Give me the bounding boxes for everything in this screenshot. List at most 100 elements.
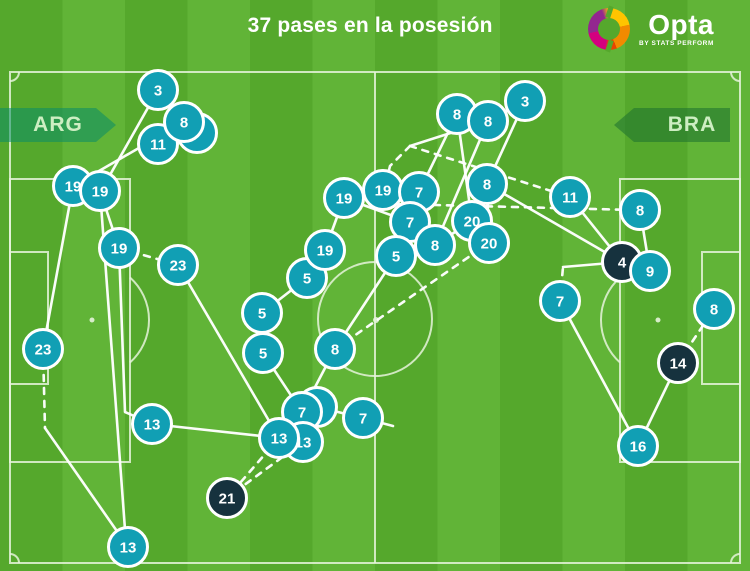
pass-line (41, 184, 75, 351)
brand-name: Opta (648, 8, 714, 40)
node-label: 3 (521, 93, 529, 110)
pitch-markings (9, 71, 741, 564)
player-node-7: 7 (539, 280, 581, 322)
player-circle (323, 177, 365, 219)
node-label: 19 (375, 182, 392, 199)
pass-line (558, 299, 640, 448)
player-node-16: 16 (617, 425, 659, 467)
player-node-23: 23 (157, 244, 199, 286)
node-label: 19 (317, 242, 334, 259)
corner-arc (730, 553, 741, 564)
node-label: 19 (92, 183, 109, 200)
player-circle (22, 328, 64, 370)
player-node-3: 3 (504, 80, 546, 122)
player-circle (375, 235, 417, 277)
node-label: 7 (406, 214, 414, 231)
node-label: 21 (219, 490, 236, 507)
player-node-8: 8 (467, 100, 509, 142)
corner-arc (9, 71, 20, 82)
node-label: 8 (431, 237, 439, 254)
pass-line (43, 426, 130, 549)
player-circle (539, 280, 581, 322)
node-label: 7 (415, 184, 423, 201)
player-node-5: 5 (241, 292, 283, 334)
node-label: 3 (154, 82, 162, 99)
player-node-7: 7 (342, 397, 384, 439)
pass-line (433, 119, 490, 247)
node-label: 19 (111, 240, 128, 257)
player-node-21: 21 (206, 477, 248, 519)
node-label: 8 (331, 341, 339, 358)
node-label: 5 (258, 305, 266, 322)
player-node-19: 19 (362, 169, 404, 211)
node-label: 23 (35, 341, 52, 358)
pass-line (150, 422, 281, 440)
pass-line (485, 182, 624, 264)
corner-arc (9, 553, 20, 564)
player-node-3: 3 (137, 69, 179, 111)
player-node-19: 19 (304, 229, 346, 271)
player-circle (131, 403, 173, 445)
player-circle (314, 328, 356, 370)
player-node-19: 19 (323, 177, 365, 219)
node-label: 20 (481, 235, 498, 252)
node-label: 8 (483, 176, 491, 193)
player-node-8: 8 (466, 163, 508, 205)
player-node-8: 8 (693, 288, 735, 330)
left-penalty-box (9, 178, 131, 463)
right-penalty-arc (599, 276, 621, 364)
player-circle (629, 250, 671, 292)
player-node-13: 13 (107, 526, 149, 568)
team-right-label: BRA (667, 113, 717, 136)
player-node-19: 19 (79, 170, 121, 212)
player-circle (657, 342, 699, 384)
carry-line (333, 241, 491, 351)
node-label: 5 (303, 270, 311, 287)
corner-arc (730, 71, 741, 82)
node-label: 19 (336, 190, 353, 207)
node-label: 20 (464, 213, 481, 230)
player-circle (693, 288, 735, 330)
player-node-5: 5 (375, 235, 417, 277)
node-label: 7 (556, 293, 564, 310)
node-label: 8 (453, 106, 461, 123)
node-label: 7 (359, 410, 367, 427)
team-left-label: ARG (33, 113, 83, 136)
player-node-14: 14 (657, 342, 699, 384)
player-node-8: 8 (163, 101, 205, 143)
player-node-11: 11 (549, 176, 591, 218)
player-node-8: 8 (314, 328, 356, 370)
player-circle (163, 101, 205, 143)
node-label: 8 (710, 301, 718, 318)
node-label: 11 (562, 189, 578, 206)
player-circle (157, 244, 199, 286)
player-node-8: 8 (414, 224, 456, 266)
player-node-23: 23 (22, 328, 64, 370)
player-circle (468, 222, 510, 264)
player-circle (206, 477, 248, 519)
player-circle (137, 69, 179, 111)
player-node-20: 20 (468, 222, 510, 264)
player-circle (617, 425, 659, 467)
node-label: 16 (630, 438, 647, 455)
player-node-5: 5 (242, 332, 284, 374)
node-label: 13 (144, 416, 161, 433)
player-node-13: 13 (258, 417, 300, 459)
player-circle (619, 189, 661, 231)
player-circle (242, 332, 284, 374)
player-node-13: 13 (131, 403, 173, 445)
right-penalty-spot (655, 317, 661, 323)
node-label: 8 (484, 113, 492, 130)
team-banner-right: BRA (614, 108, 730, 142)
player-node-20: 20 (451, 200, 493, 242)
node-label: 8 (636, 202, 644, 219)
center-circle (317, 261, 433, 377)
node-label: 14 (670, 355, 687, 372)
brand-subtitle: BY STATS PERFORM (639, 39, 714, 47)
node-label: 5 (259, 345, 267, 362)
node-label: 13 (271, 430, 288, 447)
team-banner-left: ARG (0, 108, 116, 142)
